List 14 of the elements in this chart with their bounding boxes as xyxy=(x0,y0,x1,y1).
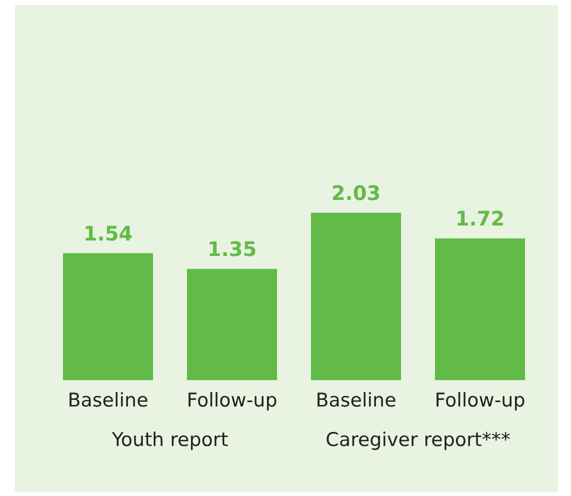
data-label: 1.54 xyxy=(83,221,133,246)
x-tick-label: Baseline xyxy=(68,390,148,412)
bar xyxy=(434,238,526,380)
text: Caregiver report*** xyxy=(326,429,510,452)
bar xyxy=(310,212,402,380)
text: Youth report xyxy=(110,429,228,452)
data-label: 2.03 xyxy=(331,180,381,205)
bar xyxy=(186,268,278,380)
x-tick-label: Follow-up xyxy=(186,390,278,412)
x-tick-label: Baseline xyxy=(316,390,396,412)
x-tick-label: Follow-up xyxy=(434,390,526,412)
data-label: 1.35 xyxy=(207,237,257,262)
bar xyxy=(62,253,154,380)
data-label: 1.72 xyxy=(455,206,505,231)
